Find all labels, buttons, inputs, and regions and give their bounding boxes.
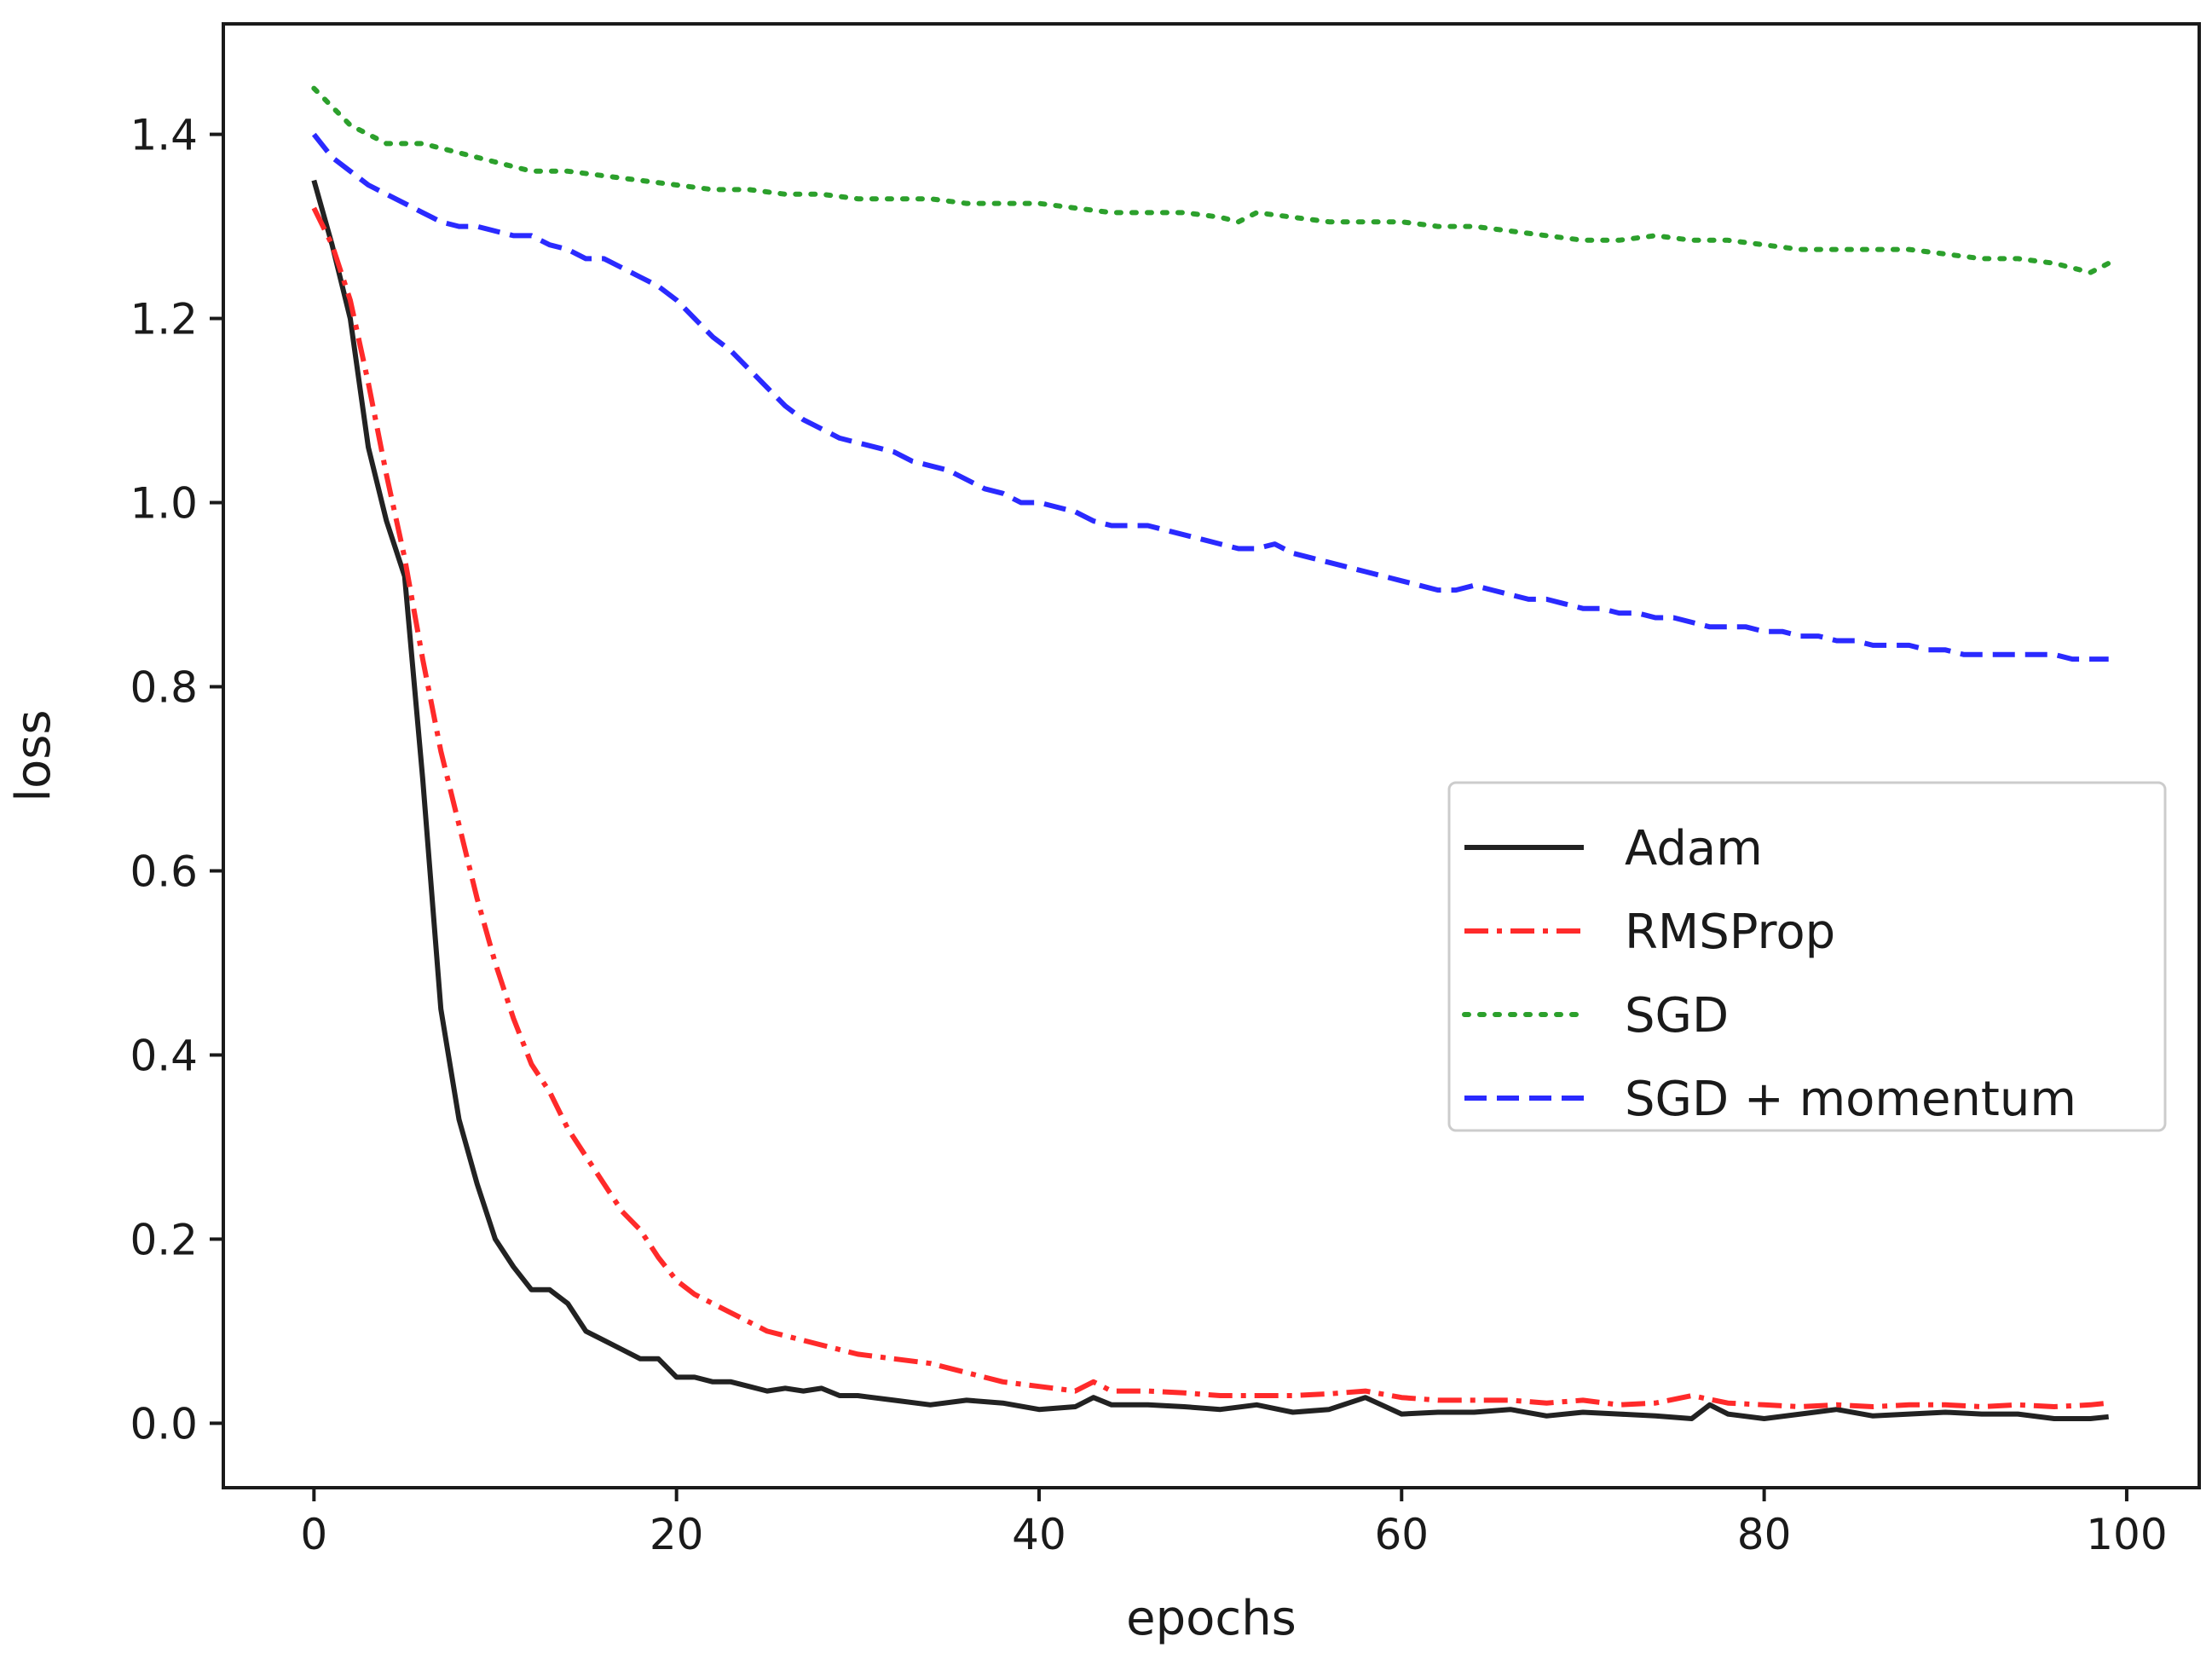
x-tick-label: 40 [1012, 1510, 1066, 1559]
x-tick-label: 100 [2086, 1510, 2167, 1559]
y-tick-label: 0.8 [130, 663, 198, 713]
legend-label: SGD + momentum [1625, 1072, 2076, 1127]
y-tick-label: 0.0 [130, 1399, 198, 1448]
legend-entries: Adam RMSProp SGD SGD + momentum [1462, 821, 2076, 1127]
y-axis-label: loss [6, 709, 61, 801]
x-tick-label: 0 [300, 1510, 327, 1559]
legend-label: Adam [1625, 821, 1763, 876]
series-line-rmsprop [311, 206, 2109, 1409]
series-line-adam [311, 179, 2110, 1421]
x-tick-label: 20 [650, 1510, 704, 1559]
series-line-sgd [311, 85, 2111, 275]
series-line-sgd-momentum [311, 132, 2109, 662]
y-tick-label: 1.2 [130, 295, 198, 344]
series-layer [311, 85, 2111, 1421]
y-tick-label: 0.2 [130, 1215, 198, 1264]
x-tick-label: 60 [1374, 1510, 1429, 1559]
y-tick-label: 1.0 [130, 479, 198, 529]
legend-box [1447, 781, 2167, 1132]
y-tick-label: 1.4 [130, 111, 198, 160]
y-tick-label: 0.6 [130, 847, 198, 896]
x-tick-label: 80 [1737, 1510, 1792, 1559]
y-tick-label: 0.4 [130, 1031, 198, 1080]
plot-frame [222, 22, 2201, 1489]
ticks-layer: 0 20 40 60 80 100 0.0 0.2 0.4 0.6 0.8 1.0 1.2 1.4 [130, 111, 2167, 1559]
legend-label: RMSProp [1625, 905, 1835, 960]
legend-label: SGD [1625, 988, 1729, 1044]
legend: Adam RMSProp SGD SGD + momentum [1447, 781, 2167, 1132]
x-axis-label: epochs [1126, 1591, 1297, 1646]
